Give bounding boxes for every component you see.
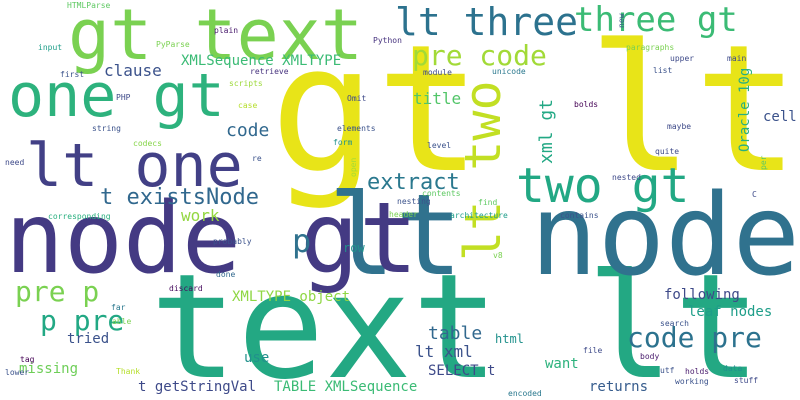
cloud-word: v8 xyxy=(493,251,503,260)
cloud-word: able xyxy=(112,317,132,326)
cloud-word: code xyxy=(226,120,270,141)
cloud-word: html xyxy=(495,332,524,346)
cloud-word: discard xyxy=(169,284,203,293)
cloud-word: need xyxy=(5,158,25,167)
cloud-word: level xyxy=(427,141,452,150)
cloud-word: working xyxy=(675,377,709,386)
cloud-word: first xyxy=(60,70,85,79)
cloud-word: far xyxy=(111,303,126,312)
cloud-word: input xyxy=(38,43,63,52)
cloud-word: body xyxy=(640,352,660,361)
cloud-word: three gt xyxy=(574,0,738,40)
cloud-word: title xyxy=(413,89,462,108)
cloud-word: Oracle 10g xyxy=(737,67,753,152)
cloud-word: HTMLParse xyxy=(67,1,111,10)
cloud-word: open xyxy=(349,157,358,177)
cloud-word: elements xyxy=(337,124,376,133)
cloud-word: TABLE XMLSequence xyxy=(274,379,418,395)
cloud-word: t getStringVal xyxy=(138,379,257,395)
cloud-word: use xyxy=(244,350,270,366)
cloud-word: following xyxy=(664,287,740,303)
cloud-word: t existsNode xyxy=(100,185,259,210)
cloud-word: C xyxy=(752,190,757,199)
cloud-word: xml gt xyxy=(536,98,557,164)
cloud-word: missing xyxy=(19,361,79,377)
cloud-word: paragraphs xyxy=(626,43,675,52)
cloud-word: table xyxy=(428,323,483,344)
cloud-word: form xyxy=(333,138,353,147)
cloud-word: XMLTYPE object xyxy=(232,289,351,305)
cloud-word: gt lt xyxy=(270,7,800,212)
cloud-word: main xyxy=(727,54,747,63)
cloud-word: XMLSequence XMLTYPE xyxy=(181,53,342,69)
cloud-word: scripts xyxy=(229,79,263,88)
cloud-word: retrieve xyxy=(250,67,289,76)
cloud-word: PHP xyxy=(116,93,131,102)
cloud-word: leaf nodes xyxy=(688,304,773,320)
cloud-word: string xyxy=(92,124,121,133)
cloud-word: nested xyxy=(612,173,641,182)
cloud-word: tag xyxy=(20,355,35,364)
cloud-word: architecture xyxy=(450,211,508,220)
cloud-word: Python xyxy=(373,36,402,45)
cloud-word: code pre xyxy=(627,321,762,354)
cloud-word: plain xyxy=(214,26,239,35)
cloud-word: per xyxy=(759,155,768,170)
cloud-word: nesting xyxy=(397,197,431,206)
cloud-word: lower xyxy=(5,368,30,377)
cloud-word: bolds xyxy=(574,100,599,109)
cloud-word: re xyxy=(252,154,262,163)
cloud-word: pre p xyxy=(15,275,100,308)
cloud-word: Omit xyxy=(347,94,367,103)
cloud-word: encoded xyxy=(508,389,542,398)
cloud-word: lt two xyxy=(454,80,512,261)
cloud-word: holds xyxy=(685,367,710,376)
cloud-word: lt node xyxy=(328,171,800,301)
cloud-word: maybe xyxy=(667,122,692,131)
cloud-word: row xyxy=(343,241,365,255)
cloud-word: gt text xyxy=(68,0,364,76)
cloud-word: data xyxy=(723,364,743,373)
cloud-word: contents xyxy=(422,189,461,198)
cloud-word: file xyxy=(583,346,603,355)
cloud-word: unicode xyxy=(492,67,526,76)
cloud-word: corresponding xyxy=(48,212,111,221)
cloud-word: find xyxy=(478,198,498,207)
cloud-word: module xyxy=(423,68,452,77)
cloud-word: p pre xyxy=(40,304,125,337)
cloud-word: new xyxy=(617,13,626,28)
cloud-word: codecs xyxy=(133,139,162,148)
cloud-word: lt one xyxy=(26,131,243,201)
cloud-word: PyParse xyxy=(156,40,190,49)
cloud-word: cell xyxy=(763,109,797,125)
cloud-word: want xyxy=(545,356,579,372)
cloud-word: work xyxy=(181,206,220,225)
cloud-word: tried xyxy=(67,331,110,347)
cloud-word: done xyxy=(216,270,236,279)
cloud-word: stuff xyxy=(734,376,759,385)
cloud-word: lt three xyxy=(395,0,579,44)
cloud-word: lt xml xyxy=(415,342,473,361)
cloud-word: returns xyxy=(589,379,649,395)
cloud-word: p xyxy=(292,222,312,260)
cloud-word: text lt xyxy=(150,243,762,400)
cloud-word: case xyxy=(238,101,258,110)
cloud-word: quite xyxy=(655,147,680,156)
cloud-word: one gt xyxy=(8,61,225,131)
cloud-word: probably xyxy=(213,237,252,246)
cloud-word: upper xyxy=(670,54,695,63)
cloud-word: header xyxy=(389,210,418,219)
cloud-word: search xyxy=(660,319,689,328)
cloud-word: utf xyxy=(660,366,675,375)
cloud-word: node gt xyxy=(5,182,419,296)
cloud-word: SELECT t xyxy=(428,363,496,379)
cloud-word: clause xyxy=(104,61,162,80)
cloud-word: list xyxy=(653,66,673,75)
cloud-word: Thank xyxy=(116,367,141,376)
cloud-word: extract xyxy=(367,170,460,195)
cloud-word: pre code xyxy=(412,39,547,72)
cloud-word: two gt xyxy=(516,158,690,214)
cloud-word: contains xyxy=(560,211,599,220)
